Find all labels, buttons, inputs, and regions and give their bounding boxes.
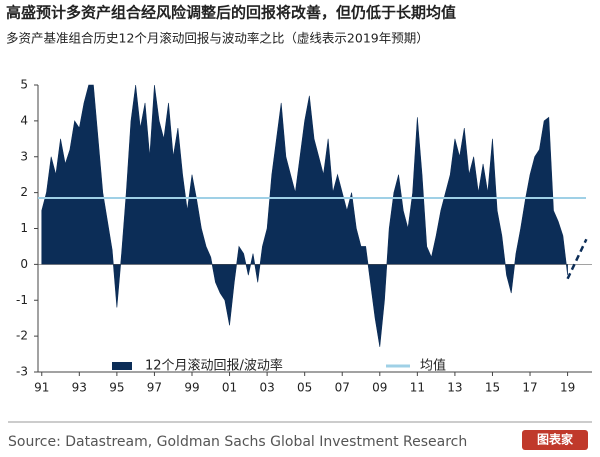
x-tick-label: 11 [410, 381, 425, 395]
legend-label: 均值 [420, 358, 446, 374]
projection-line [566, 238, 588, 280]
x-tick-label: 17 [522, 381, 537, 395]
y-tick-label: 3 [20, 149, 28, 163]
x-tick-label: 01 [222, 381, 237, 395]
legend-swatch [112, 362, 132, 370]
x-tick-label: 07 [335, 381, 350, 395]
y-tick-label: 5 [20, 78, 28, 92]
x-tick-label: 13 [447, 381, 462, 395]
y-tick-label: -2 [16, 329, 28, 343]
logo-box [522, 430, 588, 450]
legend-label: 12个月滚动回报/波动率 [145, 358, 283, 374]
y-tick-label: -1 [16, 293, 28, 307]
source: Source: Datastream, Goldman Sachs Global… [8, 434, 467, 450]
x-tick-label: 91 [34, 381, 49, 395]
x-tick-label: 19 [560, 381, 575, 395]
logo: 图表家 [537, 432, 574, 447]
x-tick-label: 95 [109, 381, 124, 395]
y-tick-label: 1 [20, 221, 28, 235]
y-tick-label: 4 [20, 113, 28, 127]
chart-title: 高盛预计多资产组合经风险调整后的回报将改善，但仍低于长期均值 [6, 4, 456, 22]
y-tick-label: 0 [20, 257, 28, 271]
x-tick-label: 99 [184, 381, 199, 395]
x-tick-label: 15 [485, 381, 500, 395]
x-tick-label: 09 [372, 381, 387, 395]
x-tick-label: 05 [297, 381, 312, 395]
x-tick-label: 97 [147, 381, 162, 395]
area [41, 84, 568, 347]
y-tick-label: -3 [16, 365, 28, 379]
x-tick-label: 03 [259, 381, 274, 395]
chart-subtitle: 多资产基准组合历史12个月滚动回报与波动率之比（虚线表示2019年预期） [6, 31, 429, 46]
x-tick-label: 93 [72, 381, 87, 395]
y-tick-label: 2 [20, 185, 28, 199]
